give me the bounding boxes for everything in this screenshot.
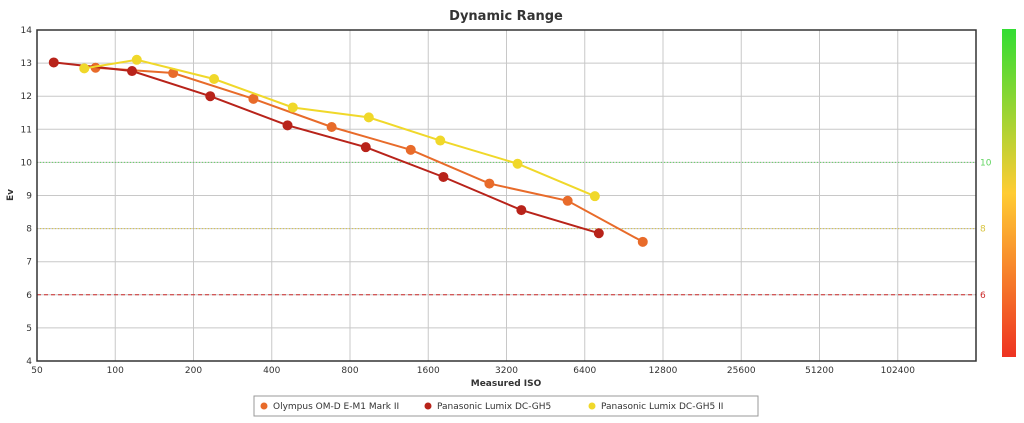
data-point[interactable] [48,57,59,68]
x-tick-label: 25600 [727,366,756,376]
data-point[interactable] [282,120,293,131]
data-point[interactable] [131,54,142,65]
y-tick-label: 12 [21,92,32,102]
data-point[interactable] [326,121,337,132]
x-tick-label: 1600 [417,366,440,376]
y-tick-label: 6 [26,291,32,301]
data-point[interactable] [562,195,573,206]
data-point[interactable] [405,144,416,155]
data-point[interactable] [248,93,259,104]
series-lines [48,54,648,247]
reference-line-label: 8 [980,225,986,235]
x-tick-label: 400 [263,366,280,376]
grid-lines [36,29,976,362]
reference-line-label: 10 [980,158,992,168]
y-tick-label: 8 [26,225,32,235]
series-line [84,58,596,198]
y-axis-ticks: 4 5 6 7 8 9 10 11 12 13 14 [21,26,33,367]
legend-marker [588,402,596,410]
y-tick-label: 13 [21,59,32,69]
legend-box [253,395,759,417]
x-tick-label: 50 [31,366,43,376]
y-tick-label: 10 [21,158,33,168]
data-point[interactable] [209,73,220,84]
series-group [48,57,604,239]
data-point[interactable] [438,171,449,182]
x-tick-label: 800 [341,366,358,376]
plot-area-border [36,29,977,362]
x-tick-label: 3200 [495,366,518,376]
x-tick-label: 200 [185,366,202,376]
series-line [53,61,600,235]
x-axis-ticks: 50 100 200 400 800 1600 3200 6400 12800 25600 5120… [31,366,915,376]
chart-title: Dynamic Range [449,9,563,24]
legend-marker [260,402,268,410]
y-tick-label: 11 [21,125,32,135]
data-point[interactable] [484,178,495,189]
legend[interactable]: Olympus OM-D E-M1 Mark II Panasonic Lumix… [253,395,759,417]
data-point[interactable] [435,135,446,146]
reference-line-label: 6 [980,291,986,301]
data-point[interactable] [360,142,371,153]
data-point[interactable] [287,102,298,113]
legend-label: Olympus OM-D E-M1 Mark II [273,402,399,412]
series-line [95,66,644,243]
x-tick-label: 12800 [649,366,678,376]
x-axis-label: Measured ISO [471,379,542,389]
series-group [79,54,600,202]
x-tick-label: 100 [107,366,124,376]
x-tick-label: 51200 [805,366,834,376]
x-tick-label: 102400 [881,366,916,376]
legend-marker [424,402,432,410]
data-point[interactable] [363,112,374,123]
y-tick-label: 9 [26,192,32,202]
reference-lines: 10 8 6 [37,158,992,301]
legend-label: Panasonic Lumix DC-GH5 [437,402,551,412]
y-tick-label: 5 [26,324,32,334]
legend-item[interactable]: Panasonic Lumix DC-GH5 II [588,402,724,412]
y-tick-label: 14 [21,26,33,36]
legend-item[interactable]: Olympus OM-D E-M1 Mark II [260,402,400,412]
data-point[interactable] [512,158,523,169]
legend-label: Panasonic Lumix DC-GH5 II [601,402,723,412]
legend-item[interactable]: Panasonic Lumix DC-GH5 [424,402,552,412]
data-point[interactable] [593,228,604,239]
series-group [90,62,648,247]
y-tick-label: 4 [26,357,32,367]
x-tick-label: 6400 [573,366,596,376]
y-tick-label: 7 [26,258,32,268]
data-point[interactable] [79,63,90,74]
data-point[interactable] [516,205,527,216]
data-point[interactable] [127,66,138,77]
data-point[interactable] [205,91,216,102]
data-point[interactable] [589,191,600,202]
y-axis-label: Ev [6,189,16,201]
data-point[interactable] [637,236,648,247]
color-scale-bar [1002,29,1016,357]
